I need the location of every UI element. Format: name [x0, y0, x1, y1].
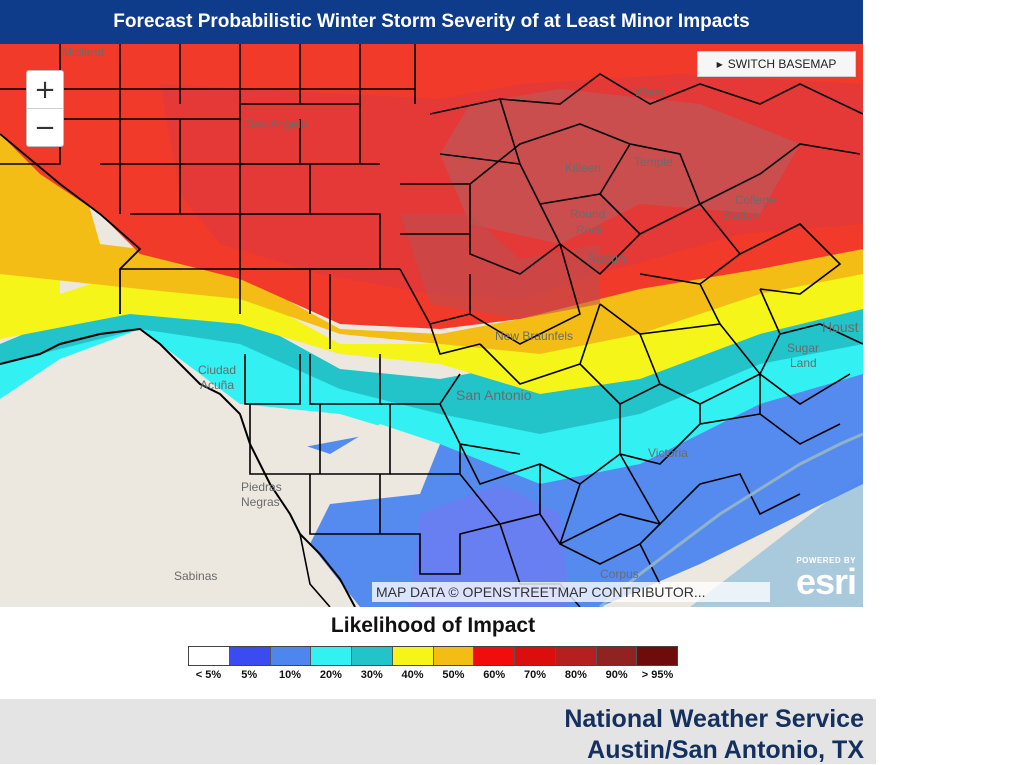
- legend-swatch: [269, 647, 311, 665]
- city-label-round: Round: [570, 207, 605, 221]
- state-border-west: [0, 133, 142, 314]
- esri-wordmark: esri: [795, 561, 857, 602]
- city-label-san-angelo: San Angelo: [246, 117, 308, 131]
- city-label-houston: Houst: [822, 319, 859, 335]
- legend-color-bar: [188, 646, 678, 666]
- city-label-san-antonio: San Antonio: [456, 387, 532, 403]
- impact-probability-map[interactable]: Midland San Angelo Waco Killeen Temple R…: [0, 44, 863, 607]
- band-50: [0, 134, 863, 354]
- legend-swatch: [351, 647, 392, 665]
- zoom-out-button[interactable]: −: [27, 108, 63, 146]
- city-label-temple: Temple: [634, 155, 673, 169]
- legend-label: 80%: [564, 669, 587, 681]
- city-label-killeen: Killeen: [565, 161, 601, 175]
- legend-label: 30%: [360, 669, 383, 681]
- legend-label: 10%: [279, 669, 302, 681]
- legend-swatch: [636, 647, 677, 665]
- city-label-station: Station: [722, 208, 759, 222]
- esri-powered-by: POWERED BY: [796, 556, 856, 565]
- legend-label: 70%: [524, 669, 547, 681]
- gulf-water: [690, 474, 863, 607]
- esri-logo[interactable]: POWERED BY esri: [776, 556, 857, 602]
- city-label-midland: Midland: [62, 45, 104, 59]
- switch-basemap-label: SWITCH BASEMAP: [727, 57, 837, 71]
- legend-label: < 5%: [195, 669, 222, 681]
- zoom-in-button[interactable]: +: [34, 74, 56, 105]
- zoom-control: + −: [26, 70, 64, 147]
- switch-basemap-button[interactable]: ▶ SWITCH BASEMAP: [697, 51, 856, 77]
- city-label-ciudad: Ciudad: [198, 363, 236, 377]
- play-arrow-icon: ▶: [716, 59, 723, 69]
- city-label-acuna: Acuña: [200, 378, 234, 392]
- map-viewport[interactable]: Midland San Angelo Waco Killeen Temple R…: [0, 44, 863, 607]
- legend-swatch: [432, 647, 474, 665]
- city-label-sugar: Sugar: [787, 341, 819, 355]
- legend-swatch: [228, 647, 270, 665]
- city-label-victoria: Victoria: [648, 446, 688, 460]
- city-label-waco: Waco: [634, 85, 665, 99]
- city-label-college: College: [735, 193, 776, 207]
- legend-label: 90%: [605, 669, 628, 681]
- band-80: [440, 89, 800, 244]
- legend-label: 20%: [319, 669, 342, 681]
- legend-title: Likelihood of Impact: [330, 614, 536, 637]
- legend-labels: < 5% 5% 10% 20% 30% 40% 50% 60% 70% 80% 90% > 95%: [188, 669, 678, 681]
- footer-office: Austin/San Antonio, TX: [587, 736, 864, 764]
- legend-swatch: [189, 647, 229, 665]
- legend-swatch: [514, 647, 555, 665]
- city-label-piedras: Piedras: [241, 480, 282, 494]
- footer: National Weather Service Austin/San Anto…: [0, 699, 876, 764]
- city-label-rock: Rock: [576, 223, 604, 237]
- city-label-negras: Negras: [241, 495, 280, 509]
- band-under-5-mexico: [0, 329, 440, 607]
- county-boundaries: [0, 44, 863, 607]
- legend-label: 50%: [442, 669, 465, 681]
- legend-label: 60%: [483, 669, 506, 681]
- band-20: [0, 294, 863, 484]
- map-attribution[interactable]: MAP DATA © OPENSTREETMAP CONTRIBUTOR...: [372, 582, 770, 602]
- legend-label: > 95%: [641, 669, 674, 681]
- city-label-austin: Austin: [587, 250, 626, 266]
- legend-swatch: [310, 647, 351, 665]
- city-label-corpus: Corpus: [600, 567, 639, 581]
- city-label-sabinas: Sabinas: [174, 569, 217, 583]
- legend-swatch: [391, 647, 433, 665]
- legend-swatch: [554, 647, 596, 665]
- rio-grande-border: [0, 327, 356, 607]
- legend-label: 5%: [241, 669, 258, 681]
- band-5-dark: [410, 484, 570, 607]
- footer-agency: National Weather Service: [564, 705, 864, 733]
- legend-swatch: [473, 647, 514, 665]
- coastline: [599, 432, 863, 607]
- legend-swatch: [595, 647, 637, 665]
- city-label-new-braunfels: New Braunfels: [495, 329, 573, 343]
- legend-label: 40%: [401, 669, 424, 681]
- map-title: Forecast Probabilistic Winter Storm Seve…: [0, 0, 863, 44]
- city-label-land: Land: [790, 356, 817, 370]
